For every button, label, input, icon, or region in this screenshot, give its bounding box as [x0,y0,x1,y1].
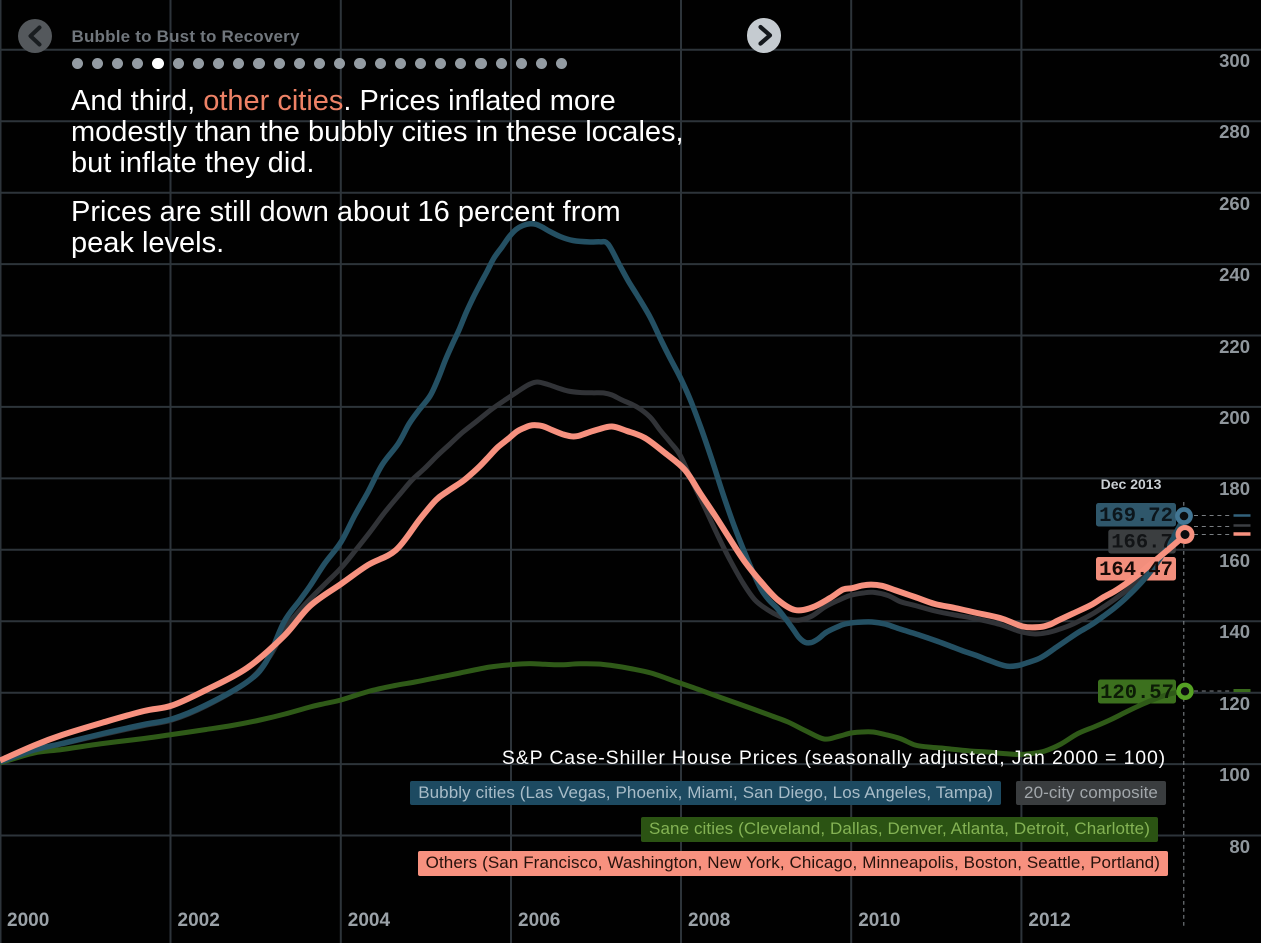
svg-text:164.47: 164.47 [1099,559,1173,582]
svg-text:169.72: 169.72 [1099,505,1173,528]
svg-text:166.7: 166.7 [1111,532,1173,555]
svg-text:120.57: 120.57 [1100,682,1174,705]
